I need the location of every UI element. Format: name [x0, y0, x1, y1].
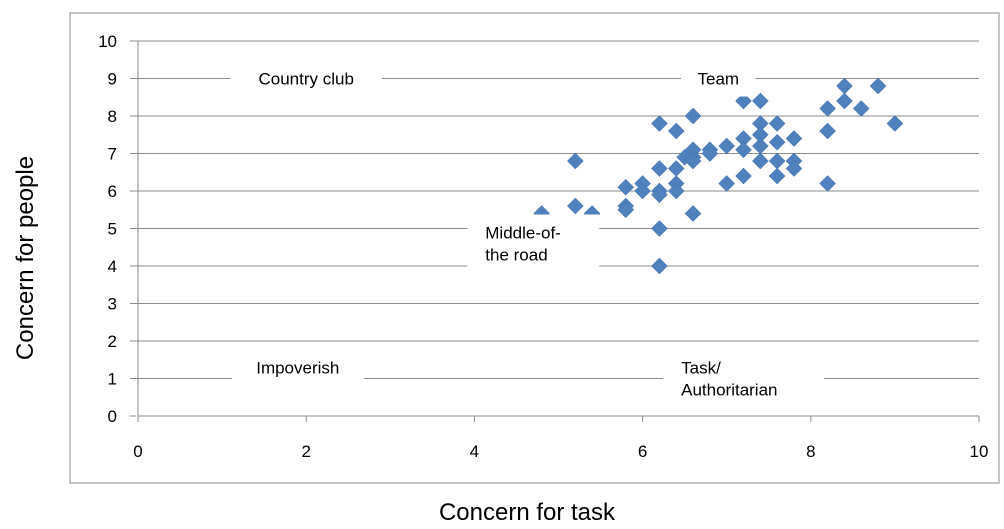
x-axis: 0 2 4 6 8 10 — [133, 415, 989, 461]
label-background — [231, 349, 364, 386]
data-point — [836, 92, 853, 110]
y-tick-label: 3 — [108, 295, 117, 314]
quadrant-label: Task/Authoritarian — [663, 349, 824, 408]
x-tick-label: 8 — [806, 442, 815, 461]
data-point — [785, 160, 803, 177]
data-point — [819, 122, 836, 140]
data-point — [751, 152, 769, 170]
data-point — [651, 186, 668, 204]
data-point — [768, 115, 786, 132]
y-tick-label: 4 — [108, 257, 117, 276]
x-tick-label: 2 — [301, 442, 310, 461]
quadrant-label-text: Task/ — [681, 359, 721, 378]
data-point — [684, 152, 702, 170]
quadrant-label-text: Middle-of- — [485, 224, 561, 243]
data-point — [785, 130, 803, 147]
data-point — [869, 77, 887, 95]
data-point — [701, 145, 719, 162]
data-point — [735, 92, 752, 110]
data-point — [667, 122, 685, 140]
data-point — [684, 107, 702, 125]
y-tick-label: 6 — [108, 182, 117, 201]
x-tick-label: 4 — [470, 442, 479, 461]
data-point — [735, 141, 752, 159]
x-axis-title: Concern for task — [439, 499, 616, 526]
data-point — [768, 167, 786, 185]
data-point — [718, 137, 736, 155]
quadrant-label-text: the road — [485, 246, 547, 265]
data-point — [667, 182, 685, 200]
y-tick-label: 9 — [108, 70, 117, 89]
quadrant-label: Country club — [230, 60, 382, 97]
data-point — [886, 115, 904, 132]
data-point — [651, 160, 668, 177]
data-point — [651, 115, 668, 132]
quadrant-label-text: Authoritarian — [681, 381, 777, 400]
data-point — [819, 100, 836, 117]
data-point — [566, 152, 584, 170]
data-point — [634, 182, 651, 200]
label-background — [663, 349, 824, 408]
quadrant-labels: Country club Team Middle-of-the road Impove… — [230, 60, 824, 408]
quadrant-label: Team — [681, 60, 756, 97]
quadrant-label-text: Impoverish — [256, 358, 339, 377]
y-tick-label: 8 — [108, 107, 117, 126]
y-tick-label: 0 — [108, 407, 117, 426]
data-point — [651, 257, 668, 275]
data-point — [735, 167, 752, 185]
x-tick-label: 6 — [638, 442, 647, 461]
quadrant-label-text: Country club — [258, 70, 353, 89]
quadrant-label-text: Team — [698, 70, 740, 89]
data-point — [768, 133, 786, 151]
y-tick-label: 2 — [108, 332, 117, 351]
data-point — [751, 92, 769, 110]
data-point — [651, 220, 668, 237]
x-tick-label: 10 — [970, 442, 989, 461]
data-points — [533, 77, 904, 275]
y-tick-label: 5 — [108, 220, 117, 239]
y-tick-label: 7 — [108, 145, 117, 164]
y-tick-label: 1 — [108, 370, 117, 389]
y-axis: 0 1 2 3 4 5 6 7 8 9 10 — [98, 32, 139, 426]
y-axis-title: Concern for people — [12, 156, 39, 360]
y-tick-label: 10 — [98, 32, 117, 51]
label-background — [230, 60, 382, 97]
data-point — [852, 100, 870, 117]
data-point — [617, 201, 635, 219]
data-point — [684, 205, 702, 222]
data-point — [617, 178, 635, 196]
label-background — [467, 214, 600, 273]
quadrant-label: Middle-of-the road — [467, 214, 600, 273]
data-point — [566, 197, 584, 215]
x-tick-label: 0 — [133, 442, 142, 461]
quadrant-label: Impoverish — [231, 349, 364, 386]
data-point — [718, 175, 736, 192]
data-point — [819, 175, 836, 192]
label-background — [681, 60, 756, 97]
